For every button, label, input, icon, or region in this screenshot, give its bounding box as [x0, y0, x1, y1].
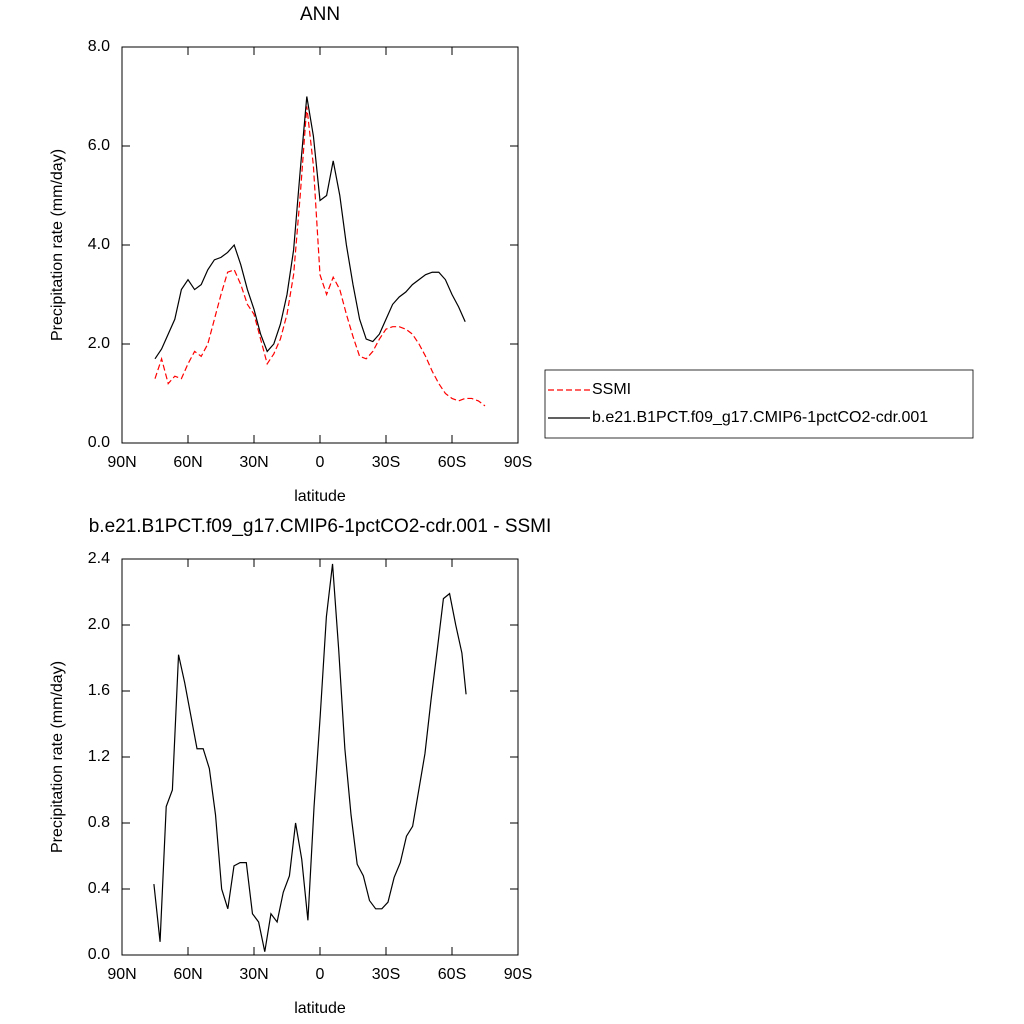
x-tick-label: 60S	[438, 454, 466, 471]
x-axis-label: latitude	[294, 488, 346, 505]
y-tick-label: 0.0	[88, 434, 110, 451]
y-tick-label: 0.8	[88, 814, 110, 831]
x-tick-label: 60N	[173, 454, 202, 471]
data-line	[153, 563, 467, 952]
y-axis-label: Precipitation rate (mm/day)	[49, 149, 66, 341]
x-axis-label: latitude	[294, 1000, 346, 1017]
x-tick-label: 30N	[239, 454, 268, 471]
x-tick-label: 90N	[107, 966, 136, 983]
x-tick-label: 0	[316, 966, 325, 983]
plot-frame	[121, 46, 519, 444]
x-tick-label: 90S	[504, 966, 532, 983]
y-tick-label: 0.0	[88, 946, 110, 963]
y-axis-label: Precipitation rate (mm/day)	[49, 661, 66, 853]
y-tick-label: 6.0	[88, 137, 110, 154]
y-tick-label: 8.0	[88, 38, 110, 55]
chart-title: b.e21.B1PCT.f09_g17.CMIP6-1pctCO2-cdr.00…	[89, 516, 552, 537]
y-tick-label: 4.0	[88, 236, 110, 253]
legend-label: SSMI	[592, 381, 631, 398]
legend-box	[544, 369, 974, 439]
x-tick-label: 60N	[173, 966, 202, 983]
y-tick-label: 0.4	[88, 880, 110, 897]
x-tick-label: 90S	[504, 454, 532, 471]
x-tick-label: 30S	[372, 966, 400, 983]
x-tick-label: 30S	[372, 454, 400, 471]
y-tick-label: 2.0	[88, 616, 110, 633]
y-tick-label: 1.6	[88, 682, 110, 699]
x-tick-label: 60S	[438, 966, 466, 983]
legend-label: b.e21.B1PCT.f09_g17.CMIP6-1pctCO2-cdr.00…	[592, 409, 928, 426]
data-line	[154, 106, 486, 407]
x-tick-label: 0	[316, 454, 325, 471]
y-tick-label: 1.2	[88, 748, 110, 765]
plot-frame	[121, 558, 519, 956]
y-tick-label: 2.4	[88, 550, 110, 567]
x-tick-label: 90N	[107, 454, 136, 471]
data-line	[154, 96, 466, 360]
x-tick-label: 30N	[239, 966, 268, 983]
chart-title: ANN	[300, 4, 340, 25]
y-tick-label: 2.0	[88, 335, 110, 352]
